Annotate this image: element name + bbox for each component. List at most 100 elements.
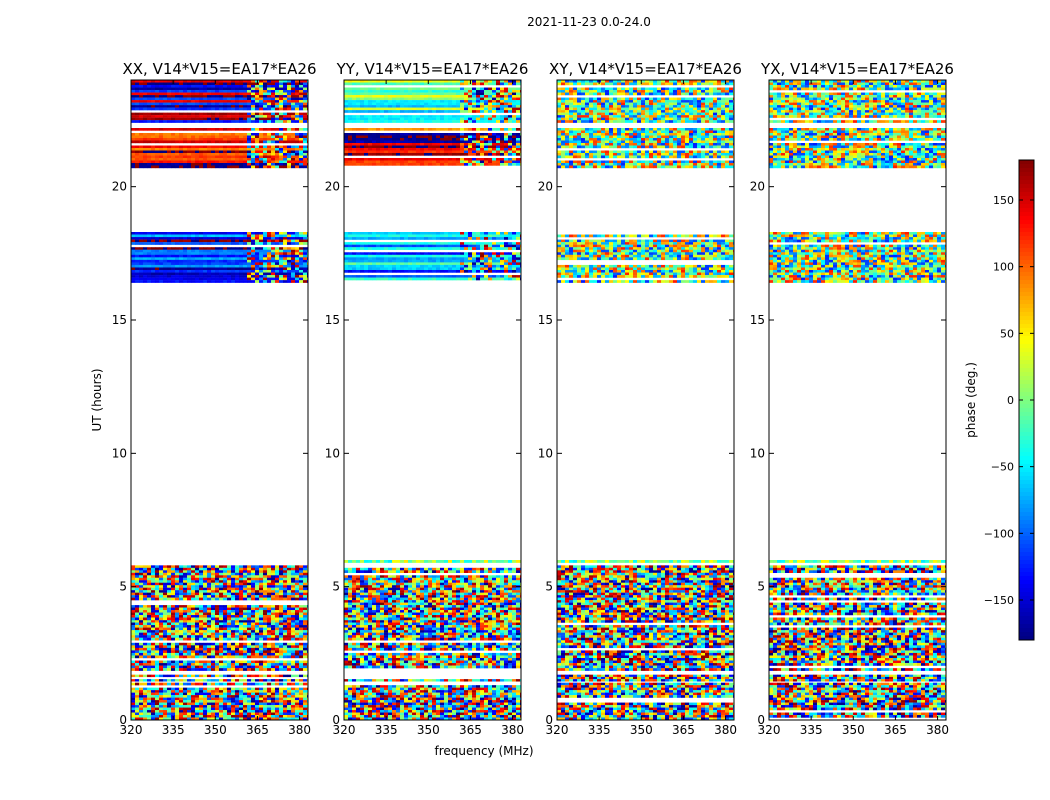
colorbar-segment: [1019, 476, 1034, 481]
colorbar-segment: [1019, 532, 1034, 537]
colorbar-segment: [1019, 512, 1034, 517]
colorbar-segment: [1019, 292, 1034, 297]
colorbar-tick-label: 100: [993, 261, 1014, 274]
colorbar-segment: [1019, 204, 1034, 209]
y-tick-label: 15: [325, 313, 340, 327]
colorbar-segment: [1019, 632, 1034, 637]
colorbar-segment: [1019, 268, 1034, 273]
colorbar-segment: [1019, 416, 1034, 421]
colorbar-segment: [1019, 196, 1034, 201]
colorbar-segment: [1019, 452, 1034, 457]
colorbar-segment: [1019, 528, 1034, 533]
colorbar-segment: [1019, 624, 1034, 629]
colorbar-segment: [1019, 616, 1034, 621]
y-tick-label: 20: [325, 180, 340, 194]
colorbar-segment: [1019, 580, 1034, 585]
colorbar-segment: [1019, 420, 1034, 425]
colorbar-segment: [1019, 636, 1034, 641]
panel-yx: YX, V14*V15=EA17*EA26 320 335 350 365 380 0 5 10…: [750, 60, 954, 737]
colorbar-segment: [1019, 376, 1034, 381]
colorbar: 150 100 50 0 −50 −100 −150: [984, 159, 1035, 641]
colorbar-segment: [1019, 192, 1034, 197]
colorbar-segment: [1019, 444, 1034, 449]
colorbar-segment: [1019, 328, 1034, 333]
colorbar-segment: [1019, 508, 1034, 513]
colorbar-segment: [1019, 236, 1034, 241]
x-tick-label: 380: [714, 723, 737, 737]
colorbar-segment: [1019, 324, 1034, 329]
colorbar-segment: [1019, 608, 1034, 613]
colorbar-segment: [1019, 340, 1034, 345]
colorbar-segment: [1019, 300, 1034, 305]
colorbar-segment: [1019, 248, 1034, 253]
y-tick-label: 10: [325, 446, 340, 460]
axes-frame: [343, 79, 522, 721]
colorbar-segment: [1019, 400, 1034, 405]
colorbar-segment: [1019, 280, 1034, 285]
colorbar-segment: [1019, 480, 1034, 485]
panel-xy: XY, V14*V15=EA17*EA26 320 335 350 365 380 0 5 10…: [538, 60, 742, 737]
colorbar-segment: [1019, 184, 1034, 189]
colorbar-segment: [1019, 496, 1034, 501]
colorbar-tick-label: −100: [984, 527, 1014, 540]
x-tick-label: 320: [333, 723, 356, 737]
colorbar-segment: [1019, 468, 1034, 473]
y-tick-label: 10: [112, 446, 127, 460]
colorbar-segment: [1019, 272, 1034, 277]
y-tick-label: 5: [545, 580, 553, 594]
colorbar-segment: [1019, 504, 1034, 509]
x-tick-label: 335: [800, 723, 823, 737]
colorbar-segment: [1019, 556, 1034, 561]
y-tick-label: 15: [750, 313, 765, 327]
colorbar-segment: [1019, 360, 1034, 365]
colorbar-segment: [1019, 596, 1034, 601]
x-tick-label: 350: [842, 723, 865, 737]
colorbar-segment: [1019, 604, 1034, 609]
colorbar-segment: [1019, 500, 1034, 505]
y-tick-label: 5: [757, 580, 765, 594]
colorbar-segment: [1019, 368, 1034, 373]
colorbar-segment: [1019, 188, 1034, 193]
colorbar-segment: [1019, 620, 1034, 625]
x-tick-label: 380: [501, 723, 524, 737]
x-tick-label: 365: [884, 723, 907, 737]
colorbar-segment: [1019, 296, 1034, 301]
colorbar-segment: [1019, 484, 1034, 489]
colorbar-segment: [1019, 316, 1034, 321]
colorbar-segment: [1019, 408, 1034, 413]
axes-frame: [768, 79, 947, 721]
colorbar-segment: [1019, 304, 1034, 309]
x-tick-label: 320: [546, 723, 569, 737]
heatmap-image: [557, 80, 734, 720]
y-tick-label: 10: [538, 446, 553, 460]
x-tick-label: 350: [204, 723, 227, 737]
colorbar-tick-label: 150: [993, 194, 1014, 207]
colorbar-segment: [1019, 364, 1034, 369]
colorbar-segment: [1019, 396, 1034, 401]
colorbar-segment: [1019, 568, 1034, 573]
colorbar-segment: [1019, 440, 1034, 445]
colorbar-segment: [1019, 572, 1034, 577]
colorbar-segment: [1019, 200, 1034, 205]
colorbar-segment: [1019, 628, 1034, 633]
colorbar-segment: [1019, 284, 1034, 289]
colorbar-segment: [1019, 380, 1034, 385]
colorbar-segment: [1019, 332, 1034, 337]
colorbar-segment: [1019, 232, 1034, 237]
colorbar-segment: [1019, 320, 1034, 325]
x-axis-label: frequency (MHz): [434, 744, 533, 758]
colorbar-segment: [1019, 180, 1034, 185]
heatmap-image: [131, 80, 308, 720]
colorbar-segment: [1019, 176, 1034, 181]
colorbar-segment: [1019, 228, 1034, 233]
colorbar-segment: [1019, 472, 1034, 477]
colorbar-segment: [1019, 592, 1034, 597]
colorbar-segment: [1019, 244, 1034, 249]
y-tick-label: 0: [757, 713, 765, 727]
colorbar-tick-label: −50: [991, 461, 1014, 474]
x-tick-label: 320: [758, 723, 781, 737]
panel-title: YY, V14*V15=EA17*EA26: [336, 60, 529, 78]
colorbar-segment: [1019, 344, 1034, 349]
colorbar-segment: [1019, 540, 1034, 545]
x-tick-label: 365: [459, 723, 482, 737]
